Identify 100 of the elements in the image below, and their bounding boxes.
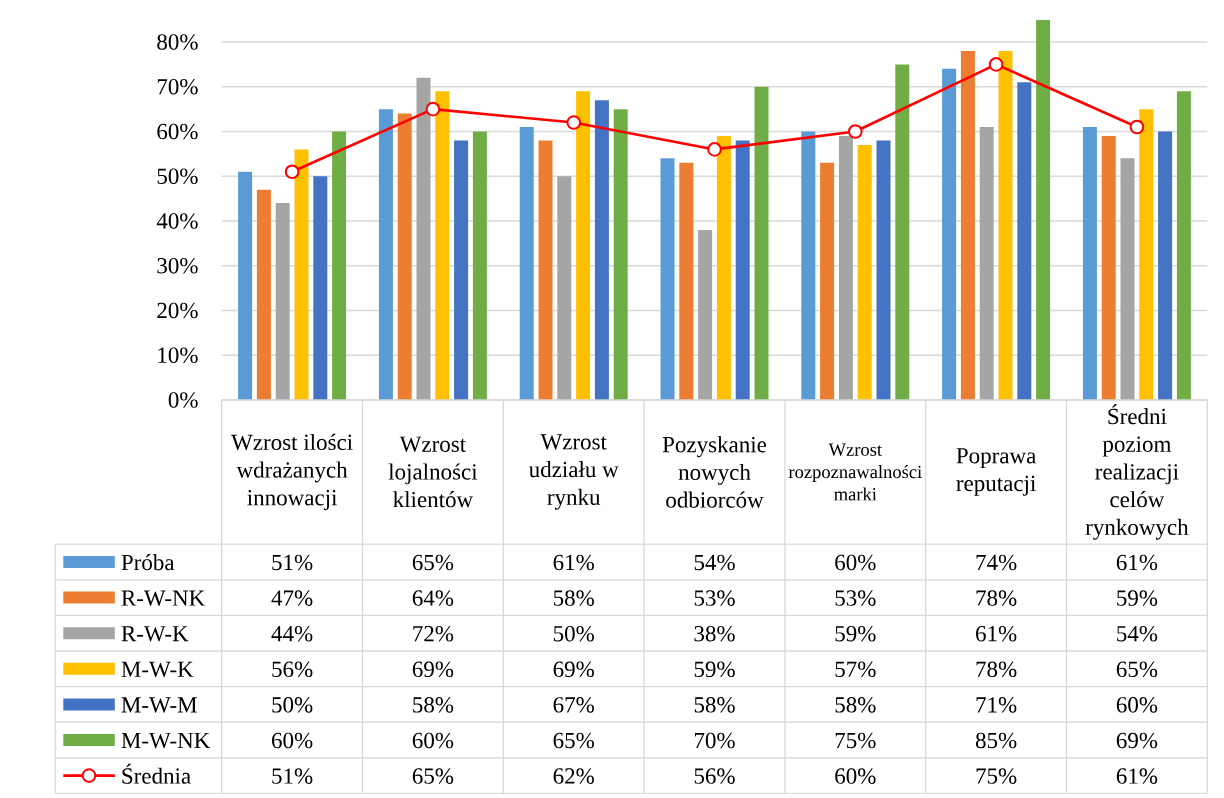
data-label: 70% <box>694 732 735 749</box>
point <box>284 164 300 180</box>
data-label: 65% <box>412 768 454 784</box>
data-label: 47% <box>271 590 313 606</box>
point <box>1129 119 1145 135</box>
bar <box>1176 91 1191 400</box>
data-label: 60% <box>835 768 876 784</box>
bar <box>557 176 572 400</box>
bar <box>294 149 309 400</box>
data-label: 61% <box>976 625 1017 642</box>
data-label: 53% <box>694 590 735 606</box>
data-label: 51% <box>272 554 313 571</box>
data-label: 59% <box>835 625 876 642</box>
bar <box>1139 109 1154 400</box>
y-tick-label: 80% <box>157 34 198 50</box>
x-tick-label: Średni poziom realizacji celów rynkowych <box>1085 404 1189 540</box>
bar <box>397 113 412 400</box>
data-label: 65% <box>553 732 594 749</box>
bar <box>754 86 769 400</box>
bar <box>942 68 957 400</box>
legend-label: M-W-M <box>121 697 197 713</box>
y-tick-label: 10% <box>158 347 198 364</box>
bar <box>538 140 553 400</box>
data-label: 61% <box>553 554 594 571</box>
bar <box>998 50 1013 400</box>
bar <box>857 144 872 400</box>
bar <box>594 100 609 400</box>
x-tick-label: Poprawa reputacji <box>956 448 1037 496</box>
legend-label: M-W-NK <box>121 732 211 749</box>
bar <box>332 131 347 400</box>
data-label: 65% <box>412 554 454 571</box>
legend-label: Próba <box>121 554 175 571</box>
data-label: 72% <box>413 625 454 642</box>
data-label: 54% <box>694 554 735 571</box>
legend-label: Średnia <box>122 763 191 784</box>
data-label: 57% <box>835 661 876 678</box>
bar <box>801 131 816 400</box>
x-tick-label: Wzrost udziału w rynku <box>528 434 619 510</box>
data-label: 75% <box>976 768 1017 784</box>
bar <box>735 140 750 400</box>
bar <box>679 162 694 400</box>
bar <box>1036 19 1051 400</box>
data-label: 54% <box>1117 625 1158 642</box>
bar <box>454 140 469 400</box>
x-tick-label: Wzrost ilości wdrażanych innowacji <box>231 433 353 511</box>
data-label: 69% <box>1116 732 1158 749</box>
bar <box>1158 131 1173 400</box>
bar <box>472 131 487 400</box>
data-label: 78% <box>976 590 1017 606</box>
point <box>566 115 581 130</box>
y-tick-label: 50% <box>157 168 198 185</box>
data-label: 61% <box>1116 554 1158 571</box>
bar <box>1120 158 1135 400</box>
data-label: 58% <box>413 697 454 713</box>
data-label: 65% <box>1116 661 1158 678</box>
bar <box>435 91 450 400</box>
data-label: 75% <box>835 732 876 749</box>
data-label: 60% <box>1116 697 1158 713</box>
y-tick-label: 70% <box>157 78 198 95</box>
bar <box>660 158 675 400</box>
data-label: 44% <box>271 625 313 642</box>
bar <box>960 50 975 400</box>
bar <box>576 91 591 400</box>
data-label: 69% <box>553 661 594 678</box>
x-tick-label: Wzrost lojalności klientów <box>388 436 478 508</box>
data-label: 74% <box>976 554 1017 571</box>
bar <box>416 77 431 400</box>
bar <box>716 135 731 400</box>
data-label: 58% <box>835 697 876 713</box>
data-label: 60% <box>272 732 313 749</box>
data-label: 58% <box>553 590 594 606</box>
legend-label: M-W-K <box>121 661 194 678</box>
y-tick-label: 60% <box>157 123 198 140</box>
bar <box>876 140 891 400</box>
data-label: 69% <box>412 661 454 678</box>
x-tick-label: Wzrost rozpoznawalności marki <box>788 443 922 501</box>
data-label: 85% <box>975 732 1017 749</box>
y-tick-label: 40% <box>156 213 198 229</box>
point <box>988 57 1004 72</box>
bar <box>256 189 271 400</box>
data-label: 71% <box>976 697 1017 713</box>
bar <box>378 109 393 400</box>
data-label: 62% <box>553 768 594 784</box>
bar <box>1017 82 1032 400</box>
bar <box>979 127 994 400</box>
bar <box>1082 127 1097 400</box>
legend-label: R-W-NK <box>121 590 205 606</box>
data-label: 53% <box>835 590 876 606</box>
point <box>848 124 863 139</box>
y-tick-label: 20% <box>157 302 198 319</box>
x-tick-label: Pozyskanie nowych odbiorców <box>662 436 767 508</box>
bar <box>313 176 328 400</box>
data-label: 58% <box>694 697 735 713</box>
bar <box>838 135 853 400</box>
data-label: 78% <box>976 661 1017 678</box>
bar <box>1101 135 1116 400</box>
data-label: 64% <box>412 590 454 606</box>
data-label: 51% <box>272 768 313 784</box>
bar <box>895 64 910 400</box>
bar <box>698 229 713 400</box>
